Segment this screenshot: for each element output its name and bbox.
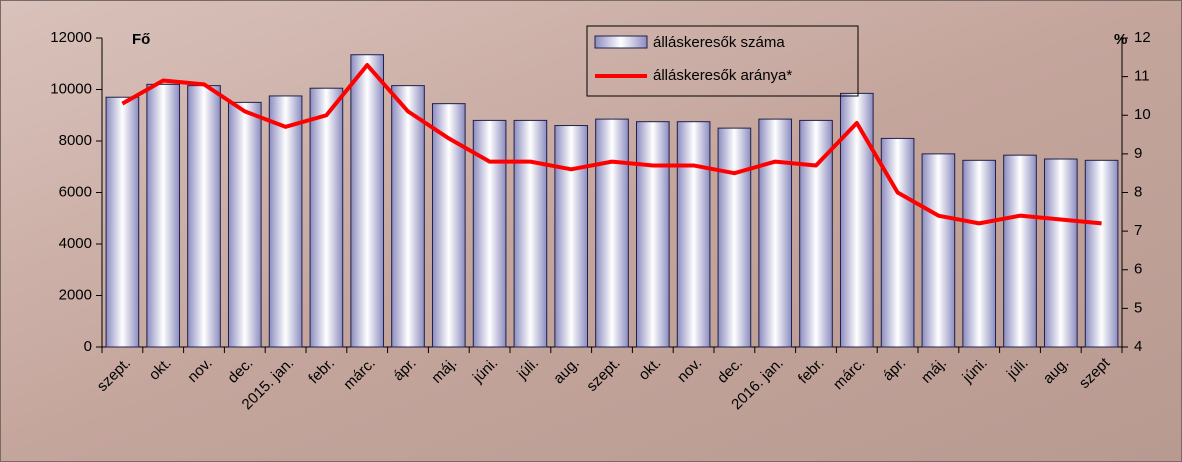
y2-tick-label: 11 [1134, 68, 1150, 85]
y2-tick-label: 12 [1134, 29, 1151, 46]
bar [105, 96, 140, 348]
legend-swatch [594, 35, 648, 49]
y-tick-label: 12000 [50, 29, 92, 46]
bar [187, 85, 221, 348]
bar [921, 153, 956, 348]
y-tick-label: 10000 [50, 80, 92, 97]
y2-tick-label: 7 [1134, 222, 1142, 239]
y-tick-label: 0 [84, 338, 92, 355]
bar [513, 119, 548, 348]
bar [350, 54, 385, 348]
y2-tick-label: 4 [1134, 338, 1142, 355]
bar [146, 83, 181, 348]
bar [268, 95, 303, 348]
bar [391, 85, 425, 348]
bar [799, 119, 833, 348]
bar [758, 118, 793, 348]
bar [309, 87, 344, 348]
y-tick-label: 4000 [59, 235, 92, 252]
y-tick-label: 8000 [59, 132, 92, 149]
bar [554, 125, 589, 348]
legend-label: álláskeresők aránya* [653, 67, 792, 84]
bar [472, 119, 507, 348]
line [121, 63, 1102, 226]
y2-tick-label: 10 [1134, 106, 1151, 123]
bar [839, 92, 874, 348]
bar [227, 101, 262, 348]
bar [676, 121, 711, 348]
bar [1043, 158, 1078, 348]
bar [717, 127, 752, 348]
y-tick-label: 6000 [59, 183, 92, 200]
legend-label: álláskeresők száma [653, 34, 785, 51]
y2-tick-label: 6 [1134, 261, 1142, 278]
bar [962, 159, 997, 348]
bar [1003, 154, 1037, 348]
bar [635, 121, 670, 348]
y-tick-label: 2000 [59, 286, 92, 303]
y2-tick-label: 9 [1134, 145, 1142, 162]
y-axis-label: Fő [132, 31, 150, 48]
bar [1084, 159, 1119, 348]
y2-axis-label: % [1114, 31, 1127, 48]
legend [586, 25, 859, 97]
y2-tick-label: 5 [1134, 299, 1142, 316]
y2-tick-label: 8 [1134, 183, 1142, 200]
bar [595, 118, 629, 348]
